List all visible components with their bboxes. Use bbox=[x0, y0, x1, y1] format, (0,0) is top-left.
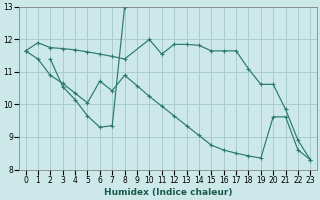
X-axis label: Humidex (Indice chaleur): Humidex (Indice chaleur) bbox=[104, 188, 232, 197]
